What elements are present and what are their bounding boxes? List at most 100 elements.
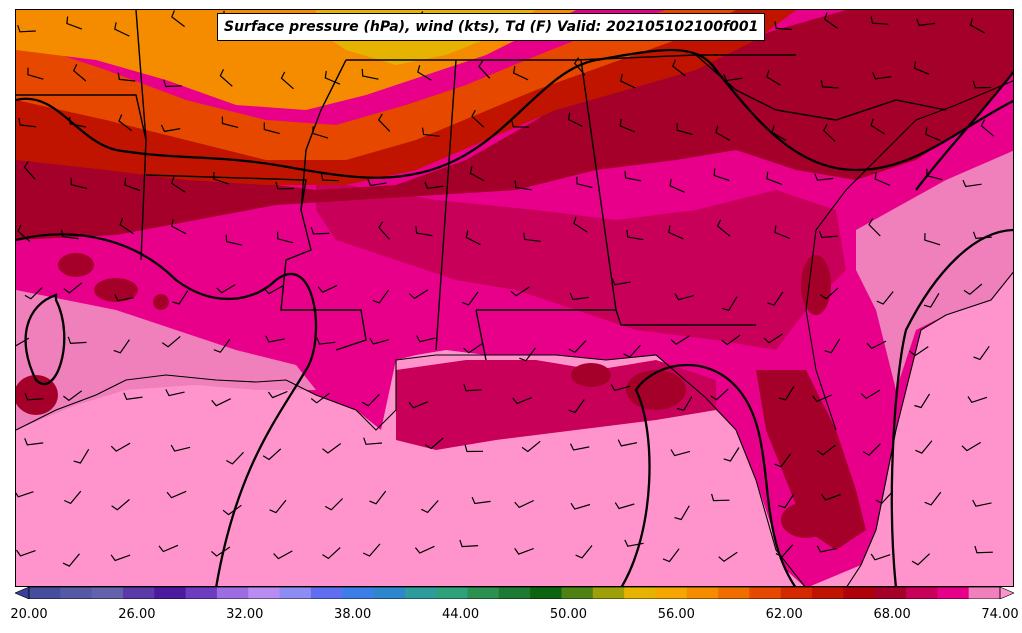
wind-barb: [512, 397, 533, 405]
wind-barb: [961, 441, 982, 452]
wind-barb: [626, 229, 644, 241]
wind-barb: [424, 181, 444, 190]
colorbar-bin: [91, 587, 124, 599]
wind-barb: [510, 286, 530, 297]
colorbar-bin: [279, 587, 312, 599]
wind-barb: [823, 12, 838, 29]
wind-barb: [721, 296, 738, 312]
wind-barb: [916, 18, 936, 27]
colorbar-bin: [404, 587, 437, 599]
florida-band: [756, 370, 866, 550]
wind-barb: [924, 233, 941, 246]
wind-barb: [70, 177, 88, 189]
wind-barb: [119, 218, 134, 235]
colorbar-tick-label: 26.00: [118, 607, 156, 622]
map-panel: [15, 9, 1014, 587]
wind-barb: [514, 499, 534, 509]
colorbar-bin: [655, 587, 688, 599]
wind-barb: [821, 493, 841, 501]
wind-barb: [312, 126, 329, 139]
wind-barb: [317, 284, 338, 293]
wind-barb: [226, 451, 244, 465]
land-very-moist: [316, 180, 846, 350]
wind-barb: [973, 345, 990, 361]
wind-barb: [875, 491, 894, 505]
wind-barb: [962, 179, 982, 188]
wind-barb: [117, 72, 136, 82]
wind-barb: [521, 440, 541, 453]
colorbar-frame: [28, 587, 1001, 599]
wind-barb: [367, 178, 387, 187]
wind-barb: [27, 67, 44, 80]
wind-barb: [267, 390, 288, 399]
colorbar-under-arrow: [15, 587, 30, 599]
wind-barb: [166, 490, 187, 499]
wind-barb: [219, 69, 233, 87]
wind-barb: [669, 178, 685, 193]
wind-barb: [170, 176, 186, 193]
wind-barb: [408, 401, 429, 409]
wind-barb: [225, 234, 243, 246]
colorbar-labels: 20.00 26.00 32.00 38.00 44.00 50.00 56.00 62.00…: [10, 607, 1018, 625]
wind-barb: [67, 336, 87, 345]
map-title: Surface pressure (hPa), wind (kts), Td (…: [217, 13, 766, 41]
wind-barb: [424, 437, 444, 450]
wind-barb: [824, 338, 841, 354]
wind-barb: [915, 440, 933, 454]
wind-barb: [822, 124, 836, 142]
colorbar-tick-label: 20.00: [10, 607, 48, 622]
wind-barb: [408, 289, 429, 300]
wind-barb: [265, 335, 285, 343]
wind-barb: [316, 337, 336, 345]
wind-barb: [66, 16, 83, 30]
coastline: [16, 80, 1013, 586]
wind-barb: [372, 289, 390, 304]
wind-barb: [461, 291, 479, 306]
wind-barb: [63, 390, 83, 402]
wind-barb: [124, 177, 141, 192]
wind-barb: [620, 74, 636, 89]
wind-barb: [216, 283, 236, 294]
wind-barb: [320, 173, 339, 182]
wind-barb: [322, 547, 341, 560]
wind-barb: [723, 73, 743, 82]
wind-barb: [573, 57, 586, 76]
wind-barb: [876, 291, 894, 305]
wind-barb: [862, 443, 881, 456]
wind-barb: [377, 113, 391, 132]
colorbar-bin: [561, 587, 594, 599]
wind-barb: [417, 65, 432, 81]
wind-barb: [421, 127, 440, 137]
wind-barb: [16, 337, 30, 347]
wind-barb: [715, 125, 731, 141]
wind-barb: [676, 123, 693, 136]
colorbar-bin: [216, 587, 249, 599]
wind-barb: [716, 219, 731, 237]
wind-barb: [913, 61, 930, 75]
wind-barb: [322, 443, 342, 454]
wind-barb: [73, 448, 90, 464]
wind-barb: [416, 335, 436, 343]
wind-barb: [113, 339, 130, 354]
wind-barb: [211, 398, 231, 407]
colorbar-bin: [718, 587, 750, 599]
wind-barb: [324, 498, 344, 511]
colorbar-tick-label: 38.00: [334, 607, 372, 622]
colorbar-bin: [530, 587, 562, 599]
wind-barb: [469, 166, 485, 182]
wind-barb: [310, 227, 330, 235]
wind-barb: [925, 127, 941, 142]
wind-barb: [972, 499, 992, 507]
wind-barb: [812, 394, 832, 403]
wind-barb: [710, 388, 729, 401]
wind-barb: [212, 171, 229, 185]
wind-barb: [511, 119, 530, 128]
wind-barb: [114, 294, 134, 302]
wind-barb: [611, 278, 631, 286]
wind-barb: [774, 453, 792, 468]
wind-barb: [213, 338, 231, 353]
wind-barb: [110, 554, 131, 562]
wind-barb: [110, 442, 131, 452]
wind-barb: [570, 502, 591, 510]
wind-barb: [576, 176, 593, 189]
